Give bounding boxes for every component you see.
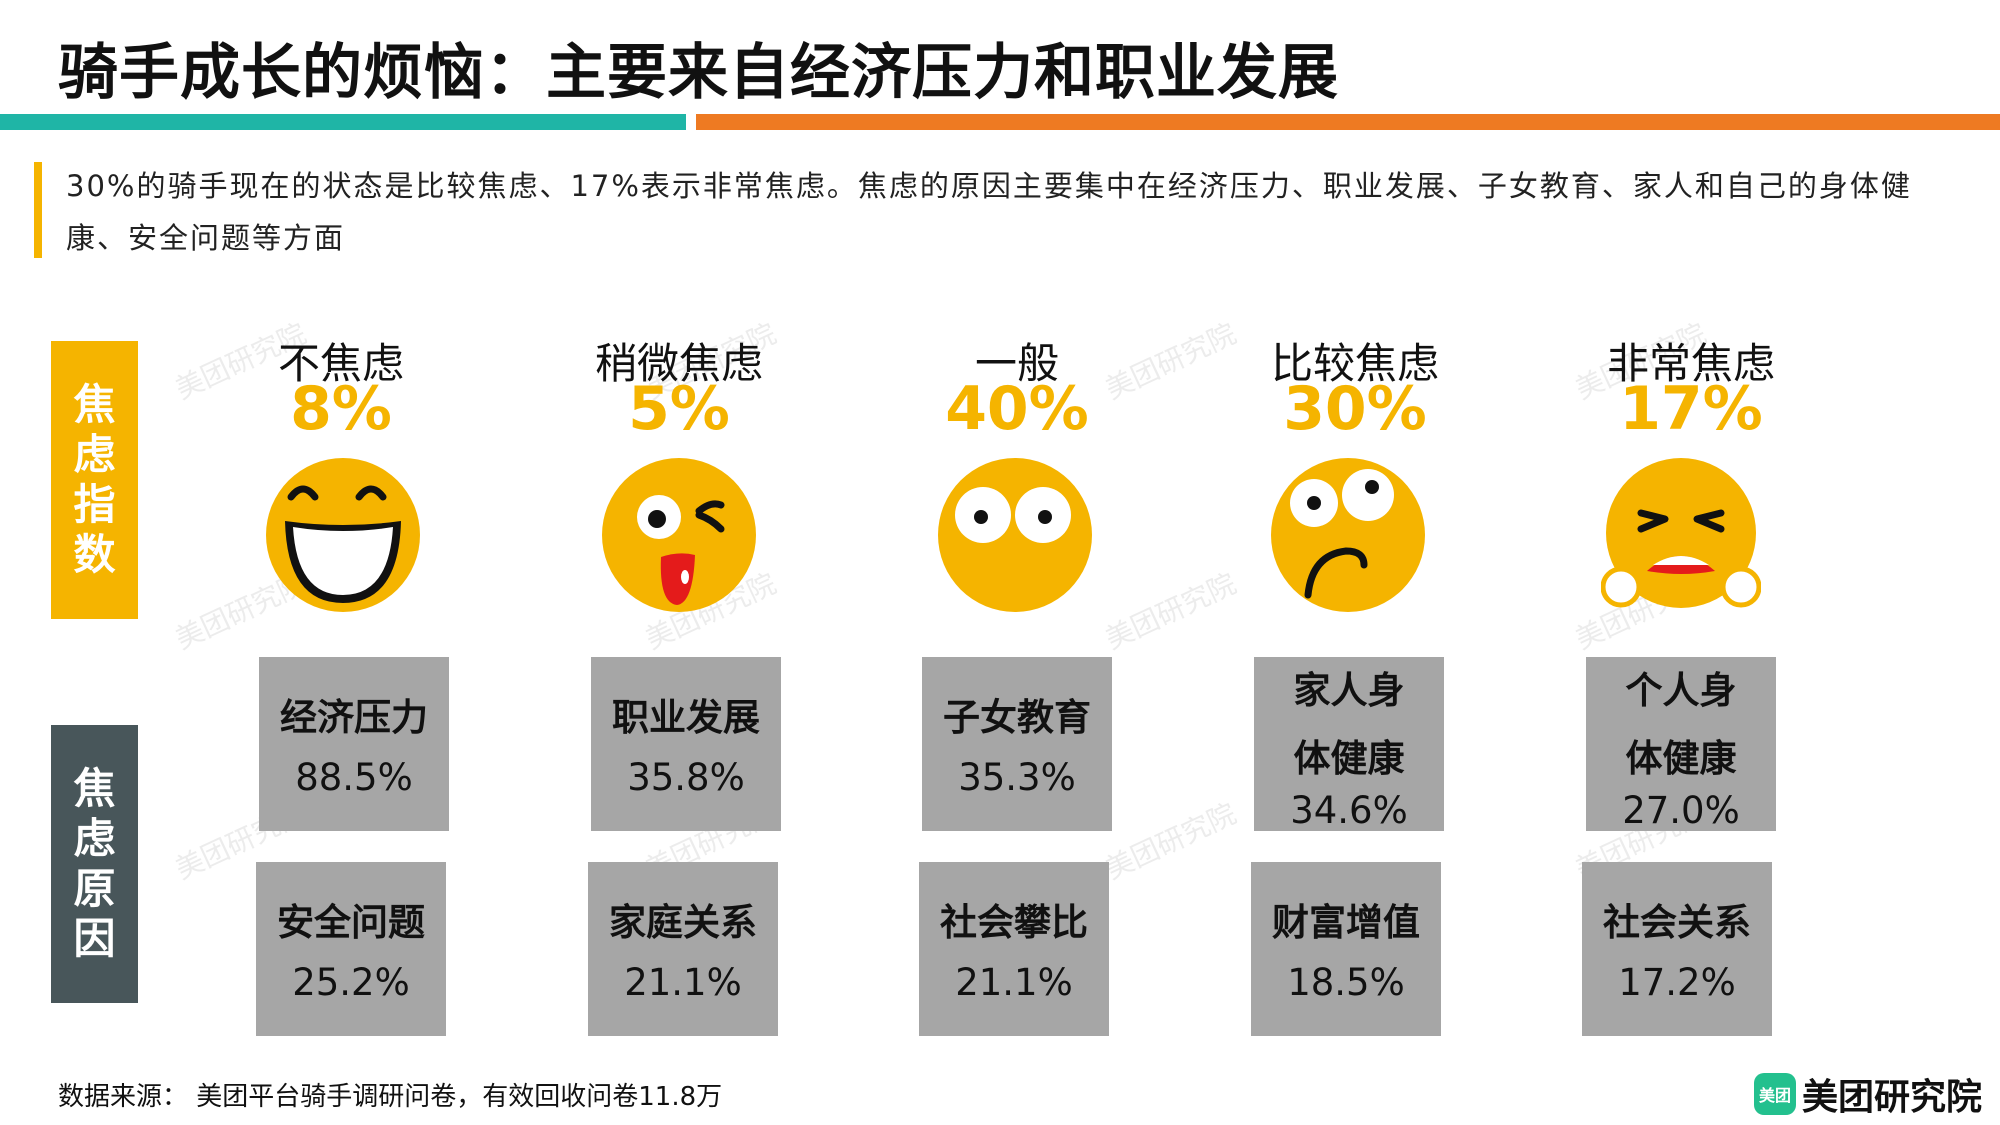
reason-value: 25.2% bbox=[292, 961, 410, 1004]
reason-box: 家人身体健康 34.6% bbox=[1254, 657, 1444, 832]
reason-box: 家庭关系 21.1% bbox=[588, 862, 778, 1036]
level-label: 非常焦虑 bbox=[1606, 339, 1775, 388]
reason-value: 35.3% bbox=[958, 756, 1076, 799]
reason-name: 子女教育 bbox=[943, 696, 1091, 739]
reason-box: 安全问题 25.2% bbox=[256, 862, 446, 1036]
reason-box: 经济压力 88.5% bbox=[259, 657, 449, 831]
reason-name: 个人身体健康 bbox=[1625, 669, 1737, 780]
watermark: 美团研究院 bbox=[1100, 566, 1242, 656]
brand-name: 美团研究院 bbox=[1802, 1077, 1983, 1118]
level-percent: 8% bbox=[290, 374, 392, 444]
reason-value: 21.1% bbox=[624, 961, 742, 1004]
distressed-face-icon bbox=[1601, 458, 1761, 608]
reason-value: 17.2% bbox=[1618, 961, 1736, 1004]
reason-value: 35.8% bbox=[627, 756, 745, 799]
reason-value: 18.5% bbox=[1287, 961, 1405, 1004]
level-percent: 17% bbox=[1619, 374, 1763, 444]
worried-face-icon bbox=[1271, 458, 1425, 612]
level-label: 一般 bbox=[974, 339, 1059, 388]
anxiety-index-label: 焦虑指数 bbox=[51, 341, 138, 619]
reason-box: 职业发展 35.8% bbox=[591, 657, 781, 831]
winking-tongue-face-icon bbox=[602, 458, 756, 612]
reason-value: 27.0% bbox=[1622, 789, 1740, 832]
level-label: 稍微焦虑 bbox=[594, 339, 763, 388]
reason-box: 子女教育 35.3% bbox=[922, 657, 1112, 831]
reason-box: 社会关系 17.2% bbox=[1582, 862, 1772, 1036]
anxiety-index-text: 焦虑指数 bbox=[73, 380, 116, 579]
level-percent: 30% bbox=[1283, 374, 1427, 444]
anxiety-reasons-text: 焦虑原因 bbox=[73, 764, 116, 963]
reason-name: 经济压力 bbox=[280, 696, 428, 739]
reason-name: 职业发展 bbox=[612, 696, 760, 739]
reason-name: 家庭关系 bbox=[609, 901, 757, 944]
title-underline-teal bbox=[0, 114, 686, 130]
grinning-face-icon bbox=[266, 458, 420, 612]
reason-name: 社会攀比 bbox=[940, 901, 1088, 944]
note-accent-bar bbox=[34, 162, 42, 258]
meituan-logo-icon: 美团 bbox=[1754, 1073, 1796, 1115]
reason-value: 34.6% bbox=[1290, 789, 1408, 832]
watermark: 美团研究院 bbox=[1100, 796, 1242, 886]
reason-value: 88.5% bbox=[295, 756, 413, 799]
reason-name: 家人身体健康 bbox=[1293, 669, 1405, 780]
reason-value: 21.1% bbox=[955, 961, 1073, 1004]
anxiety-reasons-label: 焦虑原因 bbox=[51, 725, 138, 1003]
level-percent: 5% bbox=[628, 374, 730, 444]
reason-name: 安全问题 bbox=[277, 901, 425, 944]
page-title: 骑手成长的烦恼：主要来自经济压力和职业发展 bbox=[58, 38, 1339, 108]
title-underline-orange bbox=[696, 114, 2000, 130]
reason-box: 社会攀比 21.1% bbox=[919, 862, 1109, 1036]
level-label: 比较焦虑 bbox=[1270, 339, 1439, 388]
level-label: 不焦虑 bbox=[277, 339, 404, 388]
reason-box: 财富增值 18.5% bbox=[1251, 862, 1441, 1036]
reason-name: 财富增值 bbox=[1272, 901, 1420, 944]
summary-note: 30%的骑手现在的状态是比较焦虑、17%表示非常焦虑。焦虑的原因主要集中在经济压… bbox=[66, 169, 1912, 255]
reason-name: 社会关系 bbox=[1603, 901, 1751, 944]
neutral-face-icon bbox=[938, 458, 1092, 612]
data-source-note: 数据来源： 美团平台骑手调研问卷，有效回收问卷11.8万 bbox=[58, 1082, 723, 1112]
brand-logo: 美团 美团研究院 bbox=[1754, 1068, 1982, 1120]
reason-box: 个人身体健康 27.0% bbox=[1586, 657, 1776, 832]
level-percent: 40% bbox=[945, 374, 1089, 444]
